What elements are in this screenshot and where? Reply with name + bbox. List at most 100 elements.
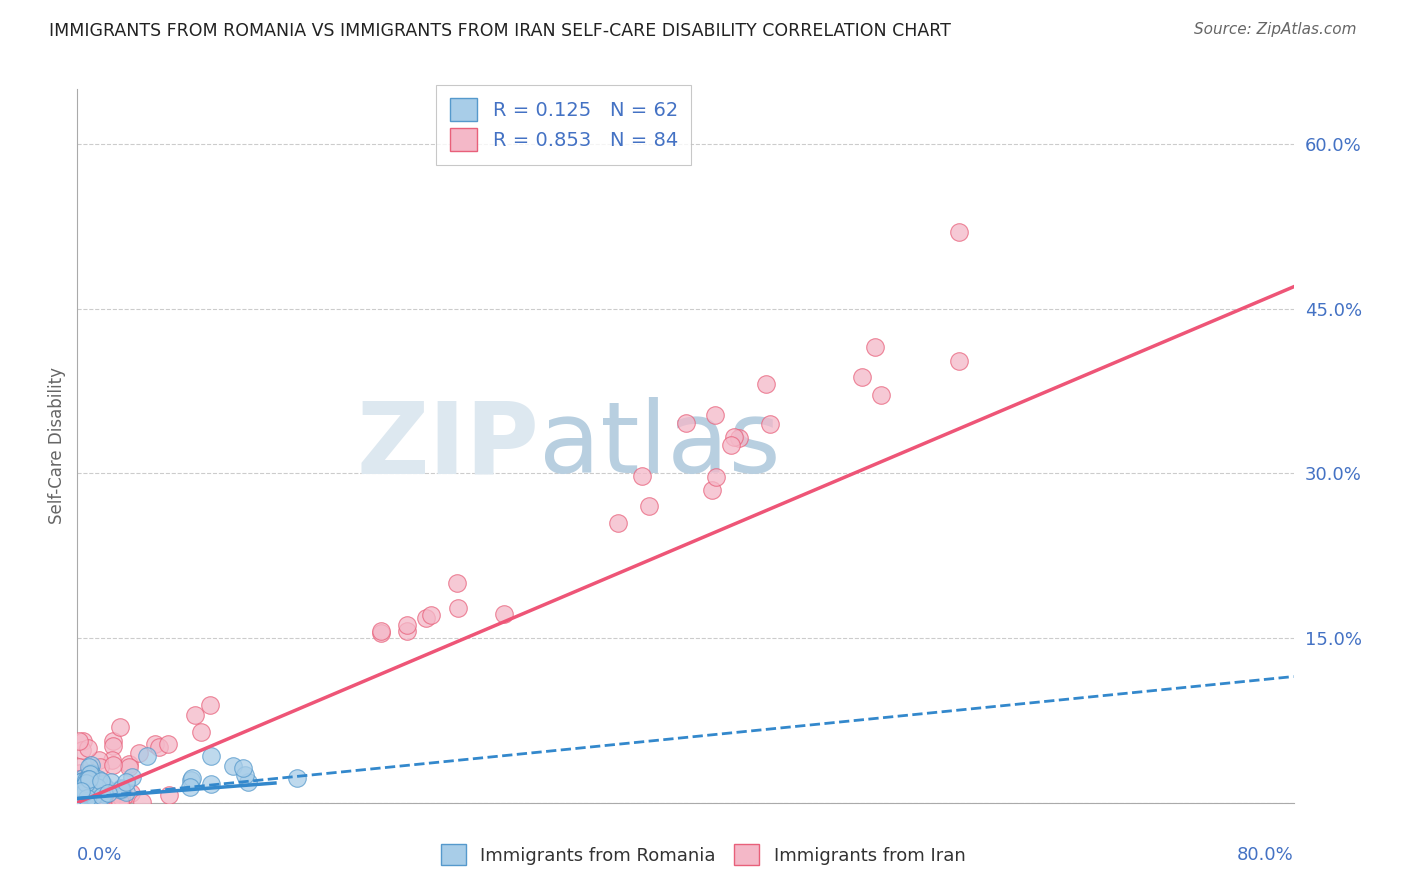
Point [70, 787, 93, 801]
Point [86, 772, 108, 786]
Point [73, 779, 96, 793]
Point [76, 740, 98, 755]
Point [84, 773, 107, 788]
Point [70, 790, 93, 805]
Point [157, 737, 180, 751]
Point [89, 760, 111, 774]
Point [67, 785, 90, 799]
Point [236, 775, 259, 789]
Point [75, 784, 97, 798]
Point [80, 782, 103, 797]
Point [77, 787, 100, 801]
Point [73, 795, 96, 809]
Text: IMMIGRANTS FROM ROMANIA VS IMMIGRANTS FROM IRAN SELF-CARE DISABILITY CORRELATION: IMMIGRANTS FROM ROMANIA VS IMMIGRANTS FR… [49, 22, 950, 40]
Point [181, 772, 204, 786]
Point [110, 781, 132, 796]
Point [179, 780, 201, 795]
Point [370, 626, 392, 640]
Point [115, 775, 138, 789]
Point [121, 771, 143, 785]
Point [948, 354, 970, 368]
Point [72, 789, 94, 804]
Point [110, 783, 132, 797]
Point [67, 790, 90, 805]
Point [112, 789, 135, 804]
Point [115, 785, 138, 799]
Point [96, 782, 118, 797]
Point [76, 790, 98, 805]
Point [494, 607, 516, 622]
Point [120, 786, 142, 800]
Point [232, 761, 254, 775]
Point [200, 777, 222, 791]
Point [136, 748, 159, 763]
Point [720, 438, 742, 452]
Point [184, 707, 207, 722]
Point [84, 795, 107, 809]
Legend: R = 0.125   N = 62, R = 0.853   N = 84: R = 0.125 N = 62, R = 0.853 N = 84 [436, 85, 692, 164]
Point [870, 388, 893, 402]
Point [91, 795, 114, 809]
Point [128, 746, 150, 760]
Point [72, 795, 94, 809]
Point [285, 771, 308, 785]
Point [630, 469, 652, 483]
Point [157, 788, 180, 802]
Point [948, 225, 970, 239]
Point [67, 759, 90, 773]
Point [93, 789, 115, 803]
Point [118, 757, 141, 772]
Point [67, 795, 90, 809]
Point [370, 624, 392, 638]
Point [70, 773, 93, 788]
Point [91, 777, 114, 791]
Point [77, 788, 100, 802]
Point [180, 773, 202, 788]
Point [76, 791, 98, 805]
Point [101, 754, 124, 768]
Point [703, 409, 725, 423]
Point [131, 795, 153, 809]
Point [67, 776, 90, 790]
Text: 80.0%: 80.0% [1237, 846, 1294, 863]
Point [75, 787, 97, 801]
Point [728, 431, 751, 445]
Point [67, 784, 90, 798]
Point [97, 786, 120, 800]
Point [86, 780, 108, 794]
Point [82, 795, 104, 809]
Point [72, 733, 94, 747]
Point [70, 784, 93, 798]
Y-axis label: Self-Care Disability: Self-Care Disability [48, 368, 66, 524]
Point [118, 760, 141, 774]
Point [77, 772, 100, 786]
Point [110, 795, 132, 809]
Point [91, 789, 114, 804]
Point [93, 788, 115, 802]
Point [222, 759, 245, 773]
Point [100, 774, 122, 789]
Point [76, 780, 98, 795]
Point [72, 771, 94, 785]
Text: Source: ZipAtlas.com: Source: ZipAtlas.com [1194, 22, 1357, 37]
Point [758, 417, 780, 431]
Point [72, 779, 94, 793]
Point [675, 416, 697, 430]
Text: 0.0%: 0.0% [77, 846, 122, 863]
Point [75, 776, 97, 790]
Point [704, 469, 727, 483]
Point [446, 601, 468, 615]
Point [396, 618, 419, 632]
Point [93, 795, 115, 809]
Point [77, 760, 100, 774]
Point [396, 624, 419, 639]
Point [105, 795, 128, 809]
Point [79, 788, 101, 802]
Point [75, 776, 97, 790]
Point [82, 789, 104, 804]
Point [80, 786, 103, 800]
Point [607, 516, 630, 530]
Point [148, 739, 170, 754]
Point [72, 786, 94, 800]
Point [89, 753, 111, 767]
